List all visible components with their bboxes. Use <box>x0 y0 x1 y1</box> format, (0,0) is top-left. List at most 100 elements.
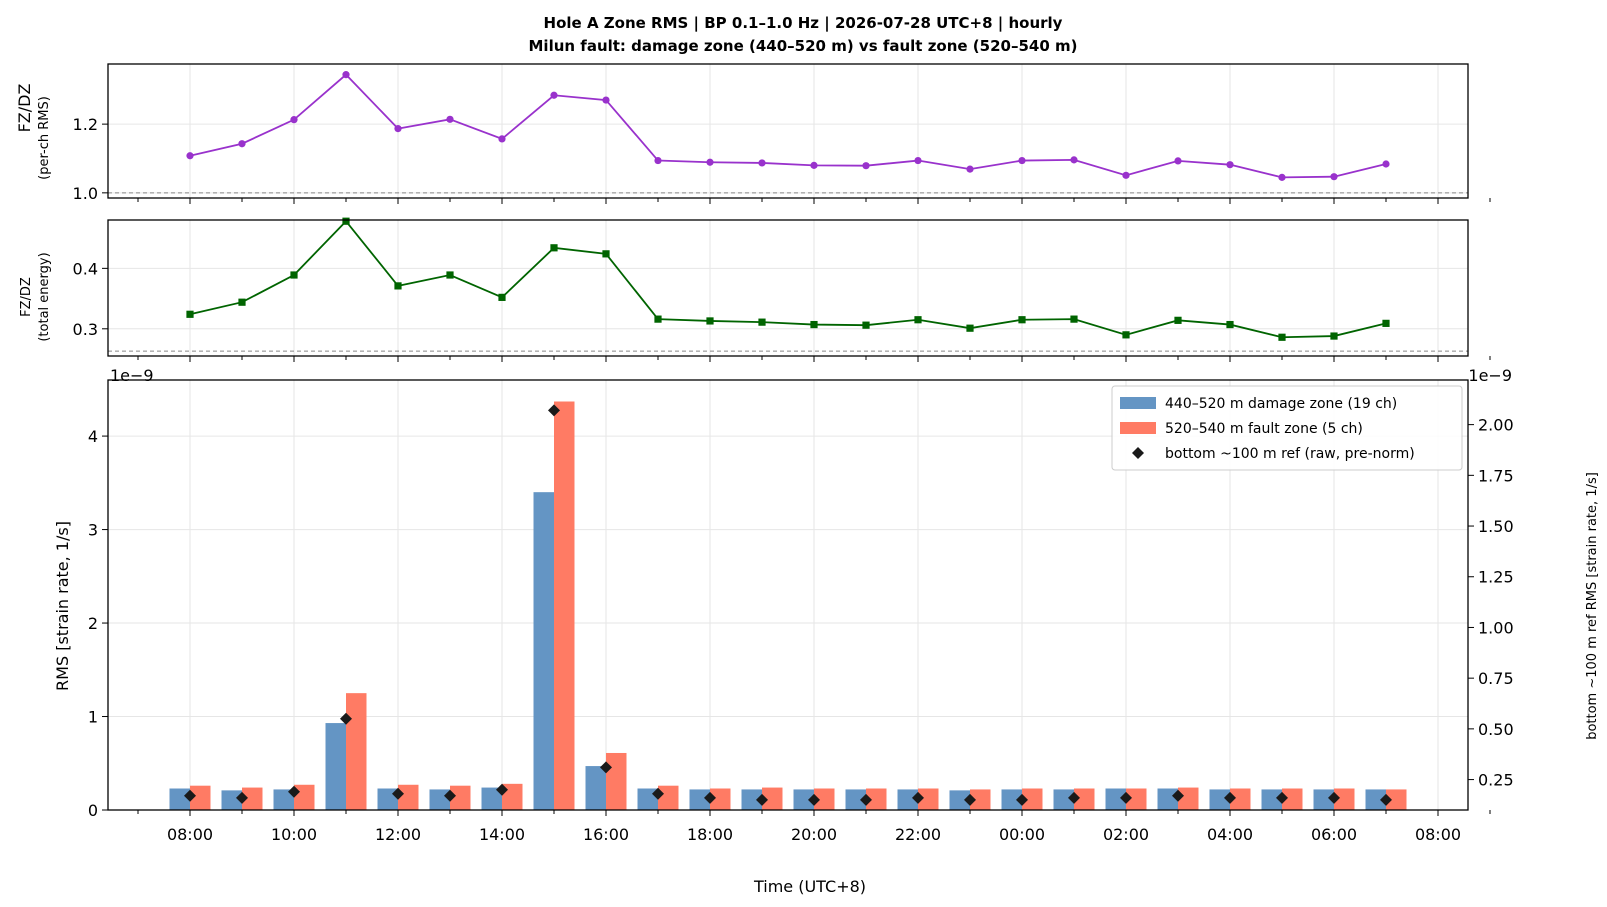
data-point <box>290 116 298 124</box>
data-point <box>550 244 558 252</box>
data-point <box>914 316 922 324</box>
data-point <box>446 115 454 123</box>
ref-marker <box>496 783 508 796</box>
damage-zone-bar <box>481 787 502 810</box>
damage-zone-bar <box>1105 788 1126 810</box>
fault-zone-bar <box>1074 788 1095 810</box>
data-point <box>1330 332 1338 340</box>
data-point <box>706 158 714 166</box>
data-point <box>1070 315 1078 323</box>
damage-zone-bar <box>949 790 970 810</box>
data-point <box>342 71 350 79</box>
series-line <box>189 219 1387 339</box>
fault-zone-bar <box>450 785 471 810</box>
x-tick-label: 08:00 <box>167 825 213 844</box>
x-tick-label: 04:00 <box>1207 825 1253 844</box>
x-tick-label: 20:00 <box>791 825 837 844</box>
panel2-y-tick-label: 0.3 <box>73 320 98 339</box>
damage-zone-bar <box>1365 789 1386 810</box>
x-tick-label: 06:00 <box>1311 825 1357 844</box>
x-tick-label: 08:00 <box>1415 825 1461 844</box>
ref-marker <box>756 793 768 806</box>
data-point <box>394 124 402 133</box>
data-point <box>862 162 870 170</box>
panel1-ylabel-line1: FZ/DZ <box>15 84 34 133</box>
panel2-ylabel-line2: (total energy) <box>37 252 52 341</box>
ref-marker <box>548 404 560 417</box>
ratio-rms-panel: 1.0 1.2 <box>73 63 1491 204</box>
chart-title-line2: Milun fault: damage zone (440–520 m) vs … <box>529 37 1078 55</box>
fault-zone-bar <box>866 788 887 810</box>
damage-zone-bar <box>1209 789 1230 810</box>
legend: 440–520 m damage zone (19 ch) 520–540 m f… <box>1111 385 1463 471</box>
ref-marker <box>444 789 456 802</box>
fault-zone-bar <box>762 787 783 810</box>
x-tick-label: 00:00 <box>999 825 1045 844</box>
fault-zone-bar <box>814 788 835 810</box>
damage-zone-bar <box>1053 789 1074 810</box>
panel3-y-right-tick-label: 1.25 <box>1478 568 1514 587</box>
data-point <box>186 152 194 160</box>
damage-zone-bar <box>169 788 190 810</box>
ref-marker <box>1172 789 1184 802</box>
fault-zone-bar <box>242 787 263 810</box>
panel3-ylabel: RMS [strain rate, 1/s] <box>53 521 72 691</box>
panel1-y-tick-label: 1.2 <box>73 115 98 134</box>
fault-zone-bar <box>658 785 679 810</box>
data-point <box>914 156 922 165</box>
x-tick-label: 18:00 <box>687 825 733 844</box>
damage-zone-bar <box>689 789 710 810</box>
panel3-y-tick-label: 4 <box>88 427 98 446</box>
data-point <box>394 282 402 290</box>
ref-marker <box>392 787 404 800</box>
data-point <box>810 161 818 169</box>
panel2-y-tick-label: 0.4 <box>73 259 98 278</box>
x-tick-label: 12:00 <box>375 825 421 844</box>
data-point <box>1018 156 1026 165</box>
fault-zone-bar <box>1126 788 1147 810</box>
data-point <box>758 318 766 326</box>
axes-frame <box>107 219 1469 357</box>
data-point <box>602 250 610 258</box>
damage-zone-bar <box>897 789 918 810</box>
data-point <box>290 271 298 279</box>
panel3-y-tick-label: 2 <box>88 614 98 633</box>
damage-zone-bar <box>585 766 606 810</box>
ref-marker <box>860 793 872 806</box>
panel3-offset-right: 1e−9 <box>1468 366 1512 385</box>
damage-zone-bar <box>793 789 814 810</box>
panel3-y-tick-label: 1 <box>88 708 98 727</box>
panel3-y-tick-label: 0 <box>88 801 98 820</box>
panel3-ylabel-right: bottom ~100 m ref RMS [strain rate, 1/s] <box>1585 472 1600 740</box>
data-point <box>966 324 974 332</box>
damage-zone-bar <box>429 789 450 810</box>
data-point <box>1122 171 1130 179</box>
ref-marker <box>600 761 612 774</box>
fault-zone-bar <box>294 784 315 810</box>
ref-marker <box>704 791 716 804</box>
legend-swatch <box>1132 447 1144 459</box>
data-point <box>238 140 246 148</box>
data-point <box>1278 333 1286 341</box>
legend-swatch <box>1120 397 1156 409</box>
panel1-ylabel-line2: (per-ch RMS) <box>37 96 52 180</box>
legend-box <box>1111 385 1463 471</box>
axes-frame <box>107 63 1469 199</box>
ref-marker <box>236 791 248 804</box>
data-point <box>446 271 454 279</box>
ref-marker <box>1068 791 1080 804</box>
fault-zone-bar <box>1022 788 1043 810</box>
legend-label: 520–540 m fault zone (5 ch) <box>1165 421 1363 437</box>
panel2-ylabel-line1: FZ/DZ <box>19 277 34 317</box>
data-point <box>706 317 714 325</box>
ref-marker <box>1276 791 1288 804</box>
fault-zone-bar <box>606 752 627 810</box>
fault-zone-bar <box>190 785 211 810</box>
damage-zone-bar <box>1313 789 1334 810</box>
data-point <box>238 298 246 306</box>
damage-zone-bar <box>1001 789 1022 810</box>
series-line <box>189 73 1387 179</box>
ref-marker <box>1328 791 1340 804</box>
damage-zone-bar <box>1261 789 1282 810</box>
